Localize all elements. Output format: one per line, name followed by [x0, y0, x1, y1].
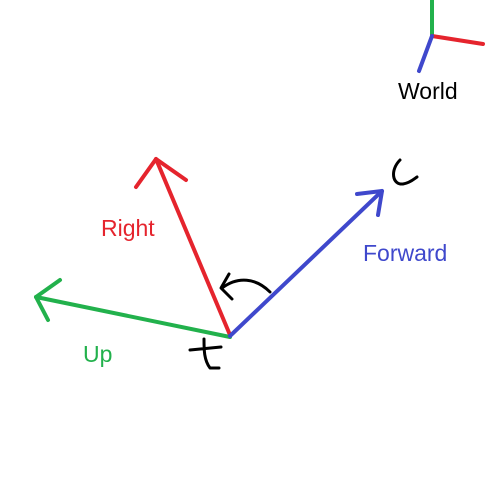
- world-axes: [417, 0, 485, 73]
- world-forward-axis: [417, 34, 434, 73]
- forward-arrow-shaft: [228, 189, 384, 338]
- right-label: Right: [101, 215, 155, 241]
- up-arrowhead: [34, 278, 62, 322]
- world-label: World: [398, 78, 458, 104]
- world-right-axis: [430, 34, 485, 46]
- up-arrow: [34, 278, 232, 339]
- right-arrow: [134, 157, 232, 337]
- forward-arrow: [228, 189, 384, 338]
- right-arrowhead: [134, 157, 188, 189]
- rotation-arrow-icon: [220, 278, 272, 294]
- forward-label: Forward: [363, 240, 447, 266]
- up-arrow-shaft: [34, 295, 232, 339]
- t-mark-icon: [188, 337, 223, 370]
- forward-arrowhead: [355, 189, 384, 217]
- up-label: Up: [83, 341, 112, 367]
- u-mark-icon: [392, 158, 419, 186]
- rotation-arrowhead-icon: [219, 272, 234, 301]
- right-arrow-shaft: [154, 157, 232, 337]
